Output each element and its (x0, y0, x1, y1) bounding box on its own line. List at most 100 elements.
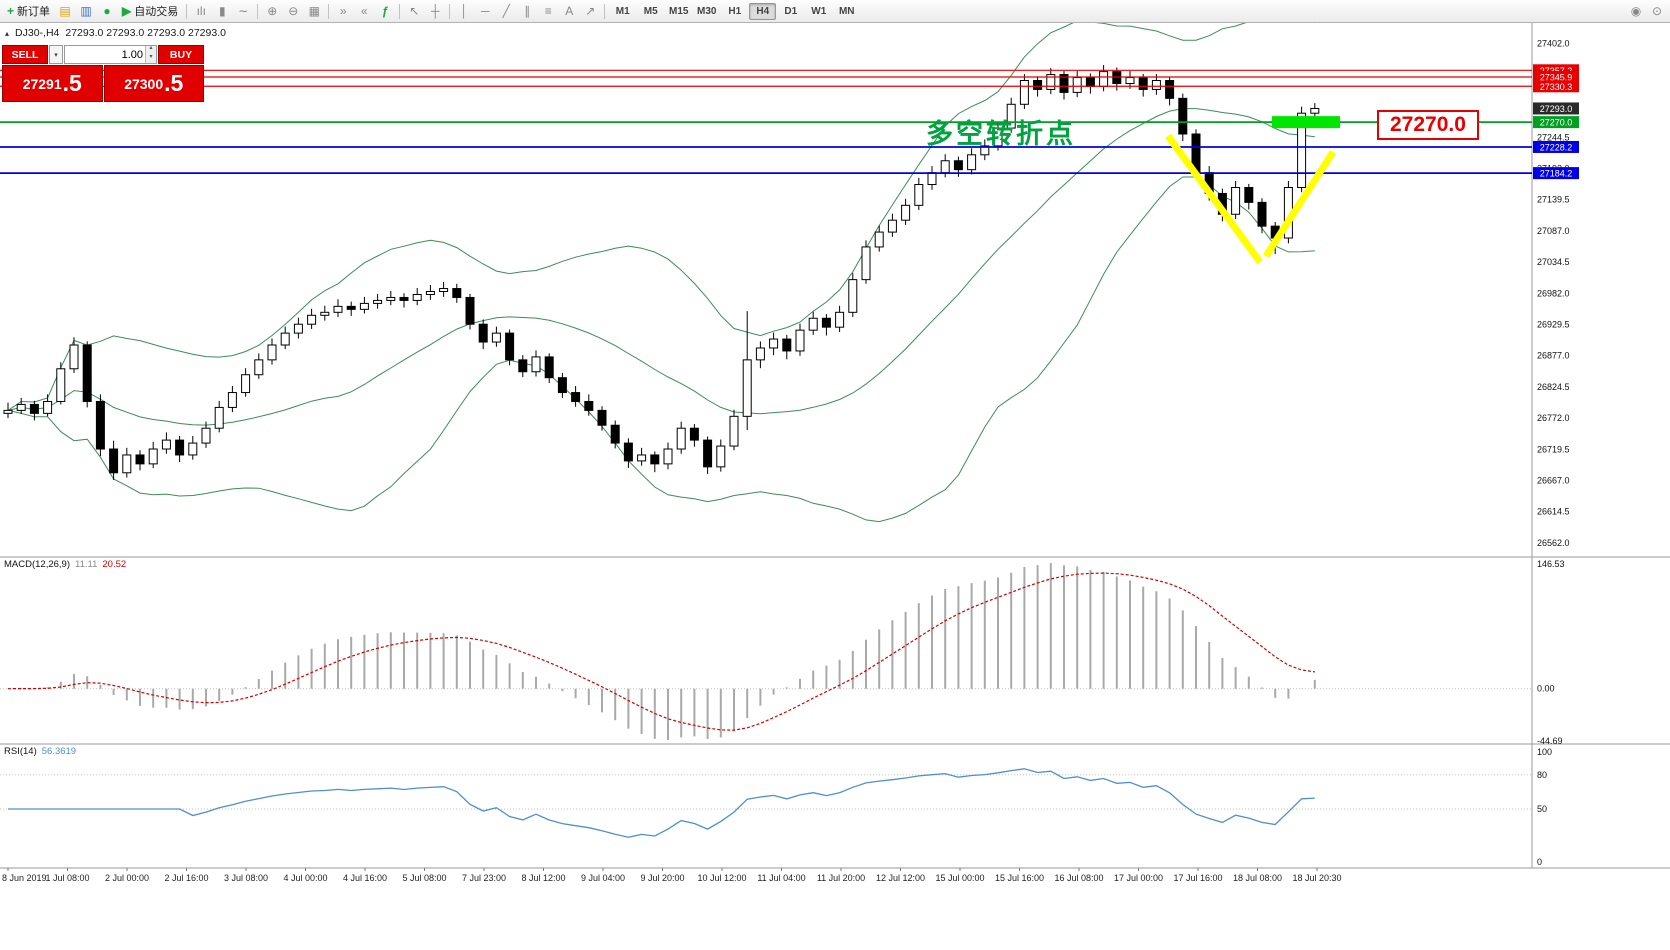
grid-icon: ▦ (308, 4, 320, 18)
svg-text:100: 100 (1537, 747, 1552, 757)
yellow-v-line-left[interactable] (1165, 133, 1263, 265)
community-button[interactable]: ◉ (1626, 2, 1646, 21)
toolbar-separator (328, 3, 330, 19)
fibonacci-icon: ≡ (544, 4, 552, 18)
rsi-name: RSI(14) (4, 746, 37, 757)
trendline-icon: ╱ (502, 4, 510, 18)
sell-button[interactable]: SELL (2, 45, 48, 64)
hline-icon: ─ (480, 4, 490, 18)
symbol-timeframe-label: DJ30-,H4 (15, 27, 60, 39)
bar-chart-button[interactable]: ılı (191, 2, 211, 21)
timeframe-m15[interactable]: M15 (665, 3, 692, 20)
svg-text:4 Jul 00:00: 4 Jul 00:00 (283, 873, 327, 883)
svg-text:80: 80 (1537, 770, 1547, 780)
svg-text:18 Jul 20:30: 18 Jul 20:30 (1292, 873, 1341, 883)
svg-text:11 Jul 04:00: 11 Jul 04:00 (757, 873, 805, 883)
candle-chart-button[interactable]: ▮ (212, 2, 232, 21)
buy-button[interactable]: BUY (158, 45, 204, 64)
volume-input[interactable] (65, 46, 145, 63)
volume-down-icon[interactable]: ▾ (146, 54, 156, 63)
timeframe-m1[interactable]: M1 (609, 3, 636, 20)
search-button[interactable]: ⊙ (1647, 2, 1667, 21)
profile-icon: ▤ (59, 4, 71, 18)
svg-text:50: 50 (1537, 804, 1547, 814)
rsi-value: 56.3619 (41, 746, 77, 757)
sell-price-button[interactable]: 27291 .5 (2, 65, 103, 102)
volume-up-icon[interactable]: ▴ (146, 45, 156, 55)
rsi-line (8, 768, 1315, 838)
channel-button[interactable]: ∥ (517, 2, 537, 21)
toolbar-separator (399, 3, 401, 19)
fibonacci-button[interactable]: ≡ (538, 2, 558, 21)
turning-point-annotation[interactable]: 多空转折点 (926, 119, 1076, 149)
new-order-button[interactable]: + 新订单 (3, 2, 54, 21)
auto-scroll-icon: » (339, 4, 347, 18)
search-icon: ⊙ (1651, 4, 1663, 18)
line-chart-icon: ∼ (238, 4, 249, 18)
buy-price-main: 27300 (124, 75, 164, 92)
cursor-button[interactable]: ↖ (404, 2, 424, 21)
sell-dropdown-button[interactable]: ▾ (49, 45, 63, 64)
zoom-in-button[interactable]: ⊕ (262, 2, 282, 21)
macd-main-value: 11.11 (75, 559, 98, 570)
price-flag-label[interactable]: 27270.0 (1377, 110, 1479, 140)
zoom-out-button[interactable]: ⊖ (283, 2, 303, 21)
svg-text:12 Jul 12:00: 12 Jul 12:00 (876, 873, 925, 883)
svg-text:26719.5: 26719.5 (1537, 444, 1570, 454)
auto-scroll-button[interactable]: » (333, 2, 353, 21)
timeframe-h4[interactable]: H4 (749, 2, 777, 20)
svg-text:26982.0: 26982.0 (1537, 288, 1570, 298)
indicators-button[interactable]: ƒ (375, 2, 395, 21)
new-order-label: 新订单 (17, 6, 51, 18)
svg-text:0: 0 (1537, 857, 1542, 867)
chart-shift-button[interactable]: « (354, 2, 374, 21)
auto-trading-button[interactable]: ▶ 自动交易 (118, 2, 182, 21)
line-chart-button[interactable]: ∼ (233, 2, 253, 21)
horizontal-line-button[interactable]: ─ (475, 2, 495, 21)
price-axis: 27402.027349.527297.027244.527192.027139… (1537, 39, 1570, 548)
main-toolbar: + 新订单 ▤ ▥ ● ▶ 自动交易 ılı ▮ ∼ ⊕ ⊖ ▦ » « ƒ ↖… (0, 0, 1670, 23)
svg-text:26667.0: 26667.0 (1537, 476, 1570, 486)
buy-price-button[interactable]: 27300 .5 (103, 65, 204, 102)
grid-button[interactable]: ▦ (304, 2, 324, 21)
svg-text:7 Jul 23:00: 7 Jul 23:00 (462, 873, 506, 883)
svg-text:27402.0: 27402.0 (1537, 39, 1570, 49)
green-zone-highlight[interactable] (1272, 116, 1340, 129)
scripts-button[interactable]: ● (97, 2, 117, 21)
price-badge (1533, 102, 1579, 115)
candle-chart-icon: ▮ (218, 4, 226, 18)
svg-text:8 Jun 2019: 8 Jun 2019 (2, 873, 47, 883)
text-button[interactable]: A (559, 2, 579, 21)
auto-trading-icon: ▶ (122, 4, 132, 18)
svg-text:27034.5: 27034.5 (1537, 257, 1570, 267)
timeframe-mn[interactable]: MN (833, 3, 860, 20)
timeframe-m30[interactable]: M30 (693, 3, 720, 20)
yellow-v-line-right[interactable] (1263, 150, 1336, 258)
cursor-icon: ↖ (409, 4, 420, 18)
timeframe-w1[interactable]: W1 (805, 3, 832, 20)
arrow-button[interactable]: ↗ (580, 2, 600, 21)
crosshair-icon: ┼ (430, 4, 440, 18)
one-click-trading-panel: SELL ▾ ▴ ▾ BUY 27291 .5 27300 .5 (2, 45, 204, 102)
toolbar-separator (257, 3, 259, 19)
terminal-button[interactable]: ▥ (76, 2, 96, 21)
toolbar-separator (604, 3, 606, 19)
sell-price-main: 27291 (22, 75, 62, 92)
trendline-button[interactable]: ╱ (496, 2, 516, 21)
crosshair-button[interactable]: ┼ (425, 2, 445, 21)
timeframe-m5[interactable]: M5 (637, 3, 664, 20)
profiles-button[interactable]: ▤ (55, 2, 75, 21)
svg-text:18 Jul 08:00: 18 Jul 08:00 (1233, 873, 1282, 883)
chart-title: ▴ DJ30-,H4 27293.0 27293.0 27293.0 27293… (5, 27, 226, 39)
rsi-label: RSI(14) 56.3619 (4, 746, 76, 757)
collapse-icon[interactable]: ▴ (5, 28, 10, 38)
terminal-icon: ▥ (80, 4, 92, 18)
svg-text:9 Jul 20:00: 9 Jul 20:00 (640, 873, 684, 883)
timeframe-h1[interactable]: H1 (721, 3, 748, 20)
vertical-line-button[interactable]: │ (454, 2, 474, 21)
macd-name: MACD(12,26,9) (4, 559, 70, 570)
timeframe-d1[interactable]: D1 (777, 3, 804, 20)
vline-icon: │ (460, 4, 469, 18)
